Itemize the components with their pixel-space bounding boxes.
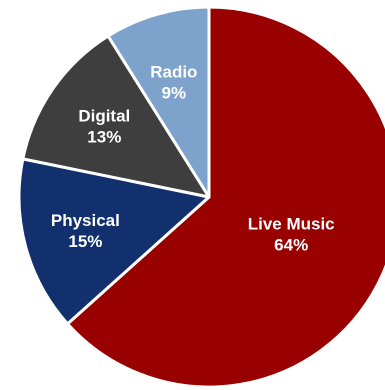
slice-label-radio: Radio (150, 63, 197, 82)
pie-slice-digital (21, 34, 211, 199)
slice-value-radio: 9% (162, 84, 187, 103)
pie-slice-radio (106, 5, 211, 199)
pie-slices (17, 5, 385, 389)
slice-label-live-music: Live Music (248, 215, 335, 234)
pie-slice-physical (17, 157, 211, 326)
slice-label-digital: Digital (78, 107, 130, 126)
slice-value-physical: 15% (68, 232, 102, 251)
pie-labels: Live Music 64% Physical 15% Digital 13% Radio 9… (51, 63, 335, 255)
slice-value-live-music: 64% (274, 236, 308, 255)
pie-slice-live-music (66, 5, 385, 389)
slice-label-physical: Physical (51, 211, 120, 230)
slice-value-digital: 13% (87, 128, 121, 147)
